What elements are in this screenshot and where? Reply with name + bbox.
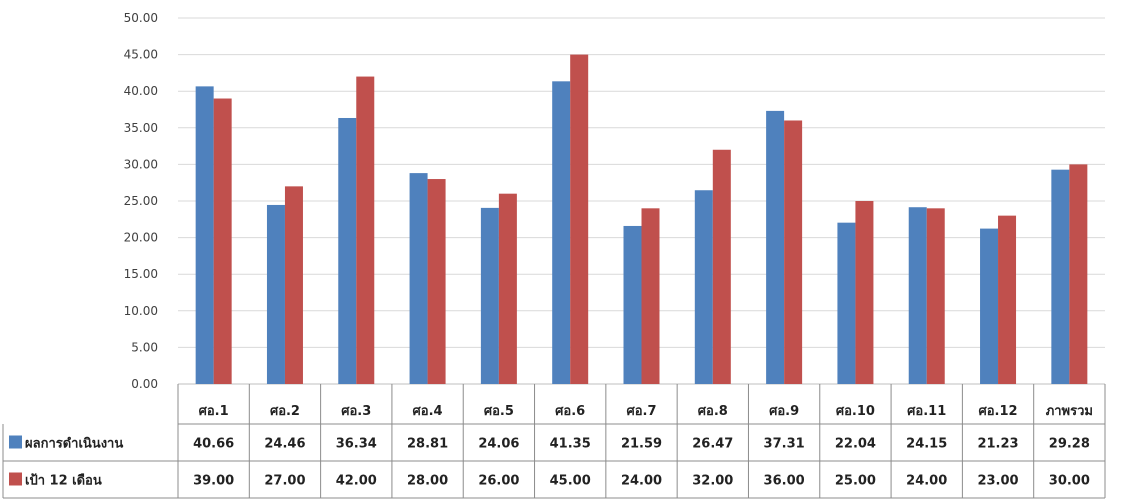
- category-label: ศอ.4: [413, 404, 443, 419]
- y-tick-label: 25.00: [124, 194, 158, 208]
- category-label: ศอ.9: [769, 404, 799, 419]
- bar-target-3: [356, 76, 375, 384]
- bar-target-7: [641, 208, 660, 384]
- category-label: ศอ.6: [555, 404, 585, 419]
- y-tick-label: 30.00: [124, 157, 158, 171]
- table-cell-value: 36.00: [764, 474, 805, 489]
- bar-result-10: [837, 222, 856, 384]
- gridlines: [178, 17, 1105, 385]
- bars: [195, 54, 1088, 385]
- table-cell-value: 36.34: [336, 437, 377, 452]
- bar-result-7: [623, 225, 642, 384]
- y-tick-label: 10.00: [124, 304, 158, 318]
- table-cell-value: 23.00: [977, 474, 1018, 489]
- category-label: ศอ.2: [270, 404, 300, 419]
- y-tick-label: 40.00: [124, 84, 158, 98]
- bar-result-4: [409, 173, 428, 384]
- table-cell-value: 22.04: [835, 437, 876, 452]
- table-cell-value: 39.00: [193, 474, 234, 489]
- bar-target-12: [998, 215, 1017, 384]
- bar-target-4: [427, 179, 446, 384]
- table-cell-value: 24.00: [906, 474, 947, 489]
- table-cell-value: 30.00: [1049, 474, 1090, 489]
- bar-result-9: [766, 110, 785, 384]
- legend-swatch: [9, 435, 22, 449]
- table-cell-value: 27.00: [264, 474, 305, 489]
- table-cell-value: 24.46: [264, 437, 305, 452]
- table-cell-value: 26.47: [692, 437, 733, 452]
- bar-result-13: [1051, 169, 1070, 384]
- y-tick-label: 5.00: [131, 340, 158, 354]
- table-cell-value: 28.81: [407, 437, 448, 452]
- table-cell-value: 28.00: [407, 474, 448, 489]
- legend-swatch: [9, 472, 22, 486]
- bar-target-13: [1069, 164, 1088, 384]
- bar-result-6: [552, 81, 571, 385]
- y-axis-tick-labels: 0.00 5.00 10.00 15.00 20.00 25.00 30.00 35.00 40…: [124, 11, 158, 391]
- y-tick-label: 45.00: [124, 48, 158, 62]
- table-cell-value: 45.00: [550, 474, 591, 489]
- bar-result-2: [266, 204, 285, 384]
- y-tick-label: 20.00: [124, 231, 158, 245]
- bar-result-1: [195, 86, 214, 384]
- category-label: ศอ.11: [907, 404, 946, 419]
- bar-target-5: [498, 193, 517, 384]
- category-label: ศอ.10: [836, 404, 875, 419]
- table-cell-value: 40.66: [193, 437, 234, 452]
- table-cell-value: 29.28: [1049, 437, 1090, 452]
- table-cell-value: 37.31: [764, 437, 805, 452]
- legend-label: ผลการดำเนินงาน: [25, 436, 123, 452]
- table-cell-value: 24.06: [478, 437, 519, 452]
- table-cell-value: 21.23: [977, 437, 1018, 452]
- category-label: ศอ.7: [626, 404, 656, 419]
- table-cell-value: 21.59: [621, 437, 662, 452]
- table-cell-value: 26.00: [478, 474, 519, 489]
- category-label: ศอ.3: [341, 404, 371, 419]
- category-label: ศอ.1: [199, 404, 229, 419]
- bar-target-2: [284, 186, 303, 384]
- y-tick-label: 50.00: [124, 11, 158, 25]
- category-label: ภาพรวม: [1046, 404, 1093, 419]
- y-tick-label: 35.00: [124, 121, 158, 135]
- category-label: ศอ.12: [978, 404, 1017, 419]
- bar-target-10: [855, 201, 874, 384]
- bar-result-8: [694, 190, 713, 384]
- bar-result-11: [908, 207, 927, 384]
- table-cell-value: 24.00: [621, 474, 662, 489]
- table-cell-value: 25.00: [835, 474, 876, 489]
- table-cell-value: 42.00: [336, 474, 377, 489]
- bar-result-12: [980, 228, 999, 384]
- category-label: ศอ.5: [484, 404, 514, 419]
- bar-target-8: [712, 149, 731, 384]
- table-cell-value: 41.35: [550, 437, 591, 452]
- data-table: ศอ.1 ศอ.2 ศอ.3 ศอ.4 ศอ.5 ศอ.6 ศอ.7 ศอ.8 ศอ.9 ศอ.1…: [2, 384, 1106, 499]
- table-cell-value: 24.15: [906, 437, 947, 452]
- legend-label: เป้า 12 เดือน: [25, 473, 102, 489]
- table-cell-value: 32.00: [692, 474, 733, 489]
- bar-target-11: [926, 208, 945, 384]
- bar-target-6: [570, 54, 589, 384]
- bar-result-5: [480, 207, 499, 384]
- bar-result-3: [338, 117, 357, 384]
- y-tick-label: 15.00: [124, 267, 158, 281]
- bar-target-1: [213, 98, 232, 385]
- bar-target-9: [784, 120, 803, 384]
- category-label: ศอ.8: [698, 404, 728, 419]
- y-tick-label: 0.00: [131, 377, 158, 391]
